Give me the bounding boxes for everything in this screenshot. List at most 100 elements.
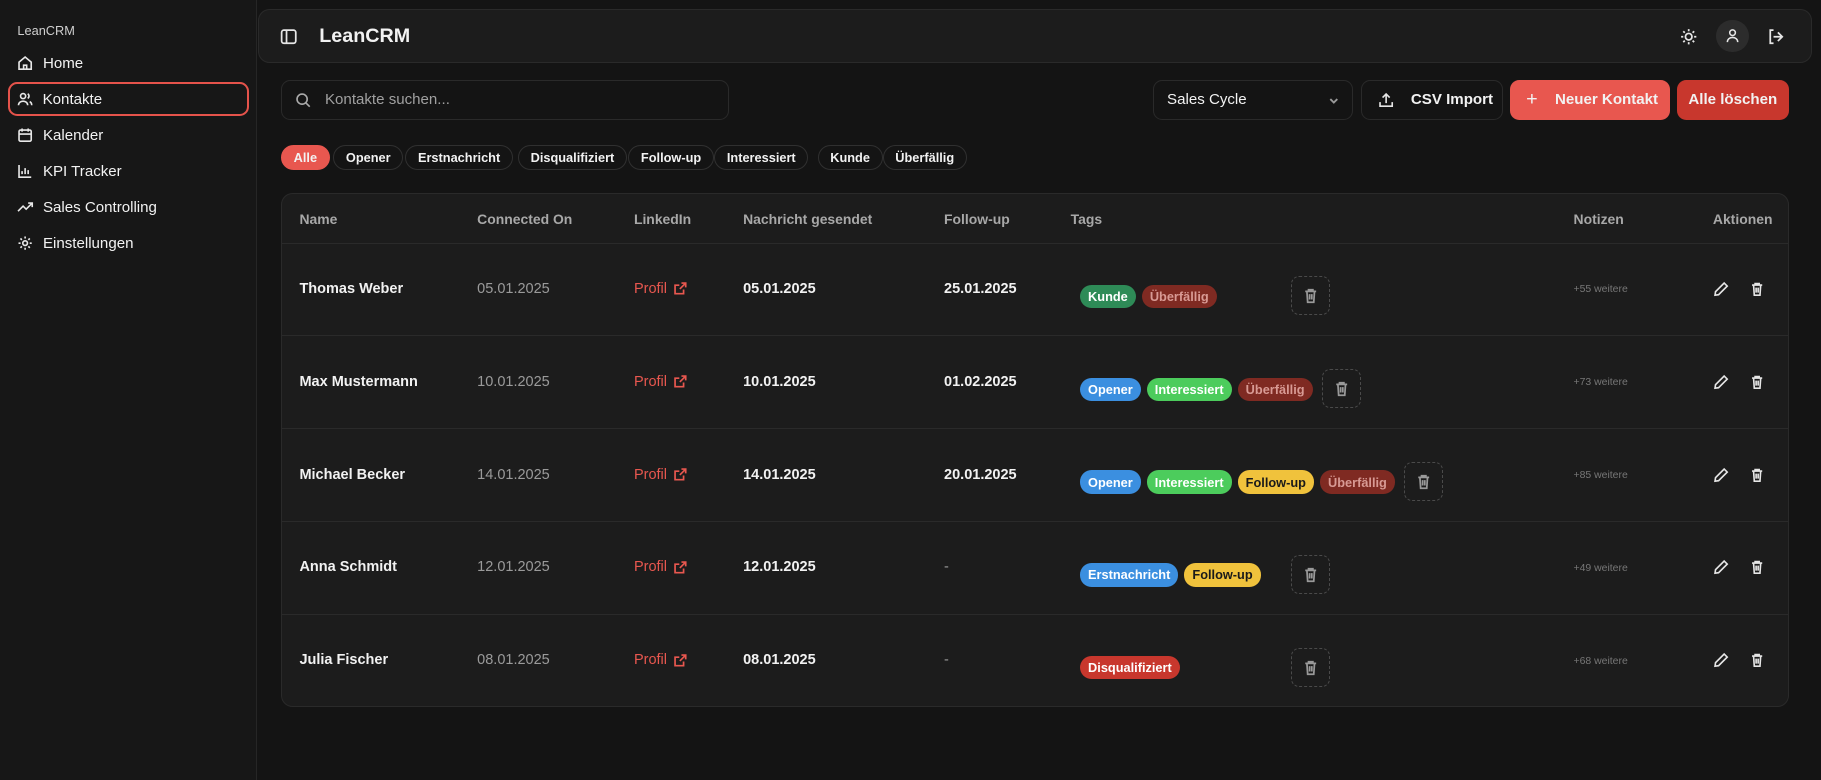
column-header: LinkedIn [633,211,692,228]
edit-icon[interactable] [1713,281,1729,297]
chevron-down-icon [1329,98,1338,104]
tag-badge: Überfällig [1319,470,1395,494]
external-link-icon [674,561,687,574]
notes-count: +55 weitere [1573,284,1628,296]
sidebar-item-label: Kontakte [42,90,103,108]
filter-chip[interactable]: Alle [281,145,330,170]
trash-icon [1305,567,1317,582]
linkedin-link[interactable]: Profil [634,652,687,668]
followup-date: 20.01.2025 [944,466,1017,483]
sidebar-item-einstellungen[interactable]: Einstellungen [8,226,248,260]
logout-icon[interactable] [1767,28,1784,45]
followup-date: 25.01.2025 [944,280,1017,297]
top-header: LeanCRM [257,9,1812,63]
linkedin-link[interactable]: Profil [634,374,687,390]
tag-drop-zone[interactable] [1291,647,1331,687]
sidebar-item-home[interactable]: Home [8,46,248,80]
user-avatar-button[interactable] [1716,19,1749,53]
contact-name: Max Mustermann [299,373,418,390]
filter-chip[interactable]: Interessiert [714,145,809,170]
trending-icon [17,202,34,212]
followup-date: - [944,652,949,669]
trash-icon[interactable] [1749,374,1765,390]
edit-icon[interactable] [1713,374,1729,390]
sidebar-item-kalender[interactable]: Kalender [8,118,248,152]
connected-date: 08.01.2025 [477,652,550,669]
external-link-icon [674,375,687,388]
trash-icon[interactable] [1749,559,1765,575]
edit-icon[interactable] [1713,652,1729,668]
search-field[interactable] [281,80,730,120]
column-header: Aktionen [1712,211,1773,228]
theme-toggle-icon[interactable] [1680,28,1697,45]
sidebar-item-label: Einstellungen [42,234,134,252]
linkedin-label: Profil [633,466,667,483]
sidebar-toggle-icon[interactable] [280,28,297,45]
delete-all-label: Alle löschen [1688,91,1778,109]
sidebar-item-sales-controlling[interactable]: Sales Controlling [8,190,248,224]
tags-cell: Opener Interessiert Follow-up Überfällig [1079,461,1444,502]
search-input[interactable] [322,90,729,110]
linkedin-link[interactable]: Profil [634,467,687,483]
sidebar: LeanCRM Home Kontakte Kalender KPI Tracker S… [0,0,257,780]
linkedin-label: Profil [633,280,667,297]
sales-cycle-select[interactable]: Sales Cycle [1153,80,1354,120]
delete-all-button[interactable]: Alle löschen [1677,80,1789,120]
trash-icon [1336,381,1347,396]
sidebar-brand: LeanCRM [17,23,75,39]
tag-badge: Kunde [1079,284,1136,308]
trash-icon [1305,660,1317,675]
sidebar-item-kontakte[interactable]: Kontakte [8,82,249,117]
gear-icon [18,236,33,250]
sidebar-item-kpi-tracker[interactable]: KPI Tracker [8,154,248,188]
tags-cell: Erstnachricht Follow-up [1079,554,1331,594]
filter-chip[interactable]: Disqualifiziert [517,145,627,170]
sidebar-item-label: KPI Tracker [42,162,122,180]
notes-count: +73 weitere [1573,377,1628,389]
sidebar-item-label: Home [42,54,84,72]
linkedin-label: Profil [633,559,667,576]
table-row: Max Mustermann 10.01.2025 Profil 10.01.2… [282,335,1788,429]
connected-date: 14.01.2025 [477,466,550,483]
filter-chip[interactable]: Überfällig [882,145,967,170]
tag-drop-zone[interactable] [1321,368,1362,409]
trash-icon[interactable] [1749,652,1765,668]
upload-icon [1379,92,1394,107]
tag-badge: Follow-up [1184,563,1261,587]
tag-drop-zone[interactable] [1404,461,1444,502]
trash-icon[interactable] [1749,281,1765,297]
tag-badge: Opener [1079,377,1141,401]
table-row: Julia Fischer 08.01.2025 Profil 08.01.20… [282,614,1788,706]
tag-drop-zone[interactable] [1291,554,1331,594]
linkedin-label: Profil [633,652,667,669]
column-header: Follow-up [944,211,1010,228]
filter-chip[interactable]: Opener [333,145,404,170]
trash-icon[interactable] [1749,467,1765,483]
tag-badge: Interessiert [1146,470,1232,494]
tag-drop-zone[interactable] [1291,276,1331,316]
external-link-icon [674,654,687,667]
edit-icon[interactable] [1713,467,1729,483]
column-header: Tags [1070,211,1103,228]
edit-icon[interactable] [1713,559,1729,575]
external-link-icon [674,468,687,481]
csv-import-button[interactable]: CSV Import [1361,80,1503,120]
filter-chip[interactable]: Follow-up [628,145,714,170]
tags-cell: Opener Interessiert Überfällig [1079,368,1362,409]
contacts-table: Name Connected On LinkedIn Nachricht gesend… [281,192,1789,708]
connected-date: 12.01.2025 [477,559,550,576]
table-row: Anna Schmidt 12.01.2025 Profil 12.01.202… [282,521,1788,615]
filter-chip[interactable]: Kunde [817,145,883,170]
calendar-icon [18,128,33,143]
message-sent-date: 14.01.2025 [743,466,816,483]
tag-badge: Disqualifiziert [1079,656,1180,680]
connected-date: 05.01.2025 [477,280,550,297]
tag-badge: Überfällig [1141,284,1217,308]
new-contact-button[interactable]: + Neuer Kontakt [1509,80,1671,120]
table-row: Michael Becker 14.01.2025 Profil 14.01.2… [282,428,1788,522]
linkedin-link[interactable]: Profil [634,281,687,297]
sidebar-item-label: Kalender [42,126,104,144]
filter-chip[interactable]: Erstnachricht [405,145,513,170]
linkedin-link[interactable]: Profil [634,559,687,575]
connected-date: 10.01.2025 [477,373,550,390]
